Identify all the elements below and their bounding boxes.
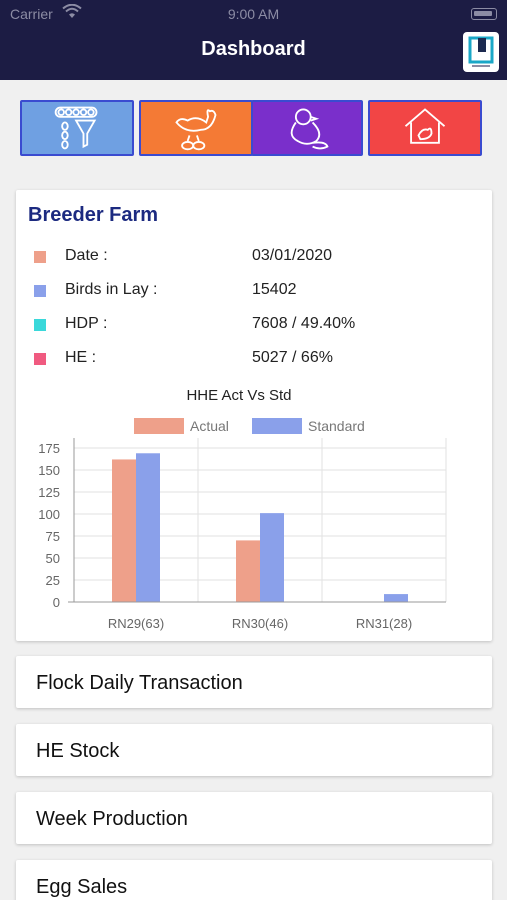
x-tick-label: RN29(63) <box>108 616 164 631</box>
birds-legend-square <box>34 285 46 297</box>
bar-actual-1 <box>112 459 136 602</box>
clock: 9:00 AM <box>227 6 280 22</box>
info-row-birds-in-lay: Birds in Lay : 15402 <box>16 280 492 306</box>
date-label: Date : <box>65 247 108 264</box>
hdp-value: 7608 / 49.40% <box>252 315 356 332</box>
hhe-chart: HHE Act Vs Std Actual Standard 0 25 50 75 100 1… <box>38 387 447 631</box>
chick-icon <box>290 108 329 150</box>
he-label: HE : <box>65 349 97 366</box>
date-value: 03/01/2020 <box>252 247 333 264</box>
week-production-label: Week Production <box>36 808 188 830</box>
y-tick-label: 125 <box>38 485 60 500</box>
he-stock-item[interactable]: HE Stock <box>16 724 492 776</box>
date-legend-square <box>34 251 46 263</box>
hdp-legend-square <box>34 319 46 331</box>
app-header: Carrier 9:00 AM Dashboard <box>0 0 507 80</box>
info-row-he: HE : 5027 / 66% <box>16 348 492 374</box>
bar-actual-2 <box>236 540 260 602</box>
carrier-label: Carrier <box>10 6 53 22</box>
egg-funnel-icon <box>54 106 98 150</box>
legend-swatch-standard <box>252 418 302 434</box>
y-tick-label: 0 <box>53 595 60 610</box>
hen-icon <box>175 109 217 151</box>
he-stock-label: HE Stock <box>36 740 120 762</box>
he-legend-square <box>34 353 46 365</box>
breeder-farm-title: Breeder Farm <box>28 204 159 226</box>
info-row-date: Date : 03/01/2020 <box>16 246 492 272</box>
hdp-label: HDP : <box>65 315 108 332</box>
info-row-hdp: HDP : 7608 / 49.40% <box>16 314 492 340</box>
breeder-hen-tile[interactable] <box>139 100 253 156</box>
flock-daily-transaction-item[interactable]: Flock Daily Transaction <box>16 656 492 708</box>
x-tick-label: RN30(46) <box>232 616 288 631</box>
chick-tile[interactable] <box>251 100 363 156</box>
y-tick-label: 50 <box>46 551 60 566</box>
y-tick-label: 75 <box>46 529 60 544</box>
flock-daily-transaction-label: Flock Daily Transaction <box>36 672 243 694</box>
module-tiles <box>20 100 482 156</box>
wifi-icon <box>62 4 82 18</box>
egg-sales-item[interactable]: Egg Sales <box>16 860 492 900</box>
legend-label-standard: Standard <box>308 418 365 434</box>
battery-icon <box>471 8 497 20</box>
bar-standard-2 <box>260 513 284 602</box>
egg-sales-label: Egg Sales <box>36 876 128 898</box>
y-tick-label: 175 <box>38 441 60 456</box>
legend-label-actual: Actual <box>190 418 229 434</box>
app-logo[interactable] <box>463 32 499 72</box>
he-value: 5027 / 66% <box>252 349 333 366</box>
page-title: Dashboard <box>201 38 306 60</box>
farm-house-icon <box>404 108 446 144</box>
birds-in-lay-label: Birds in Lay : <box>65 281 158 298</box>
farm-house-tile[interactable] <box>368 100 482 156</box>
breeder-farm-card: Breeder Farm Date : 03/01/2020 Birds in … <box>16 190 492 641</box>
week-production-item[interactable]: Week Production <box>16 792 492 844</box>
bar-standard-3 <box>384 594 408 602</box>
bar-standard-1 <box>136 453 160 602</box>
birds-in-lay-value: 15402 <box>252 281 297 298</box>
chart-title: HHE Act Vs Std <box>186 387 291 404</box>
y-tick-label: 150 <box>38 463 60 478</box>
y-tick-label: 25 <box>46 573 60 588</box>
status-bar: Carrier 9:00 AM <box>0 0 507 28</box>
x-tick-label: RN31(28) <box>356 616 412 631</box>
legend-swatch-actual <box>134 418 184 434</box>
y-tick-label: 100 <box>38 507 60 522</box>
egg-processing-tile[interactable] <box>20 100 134 156</box>
